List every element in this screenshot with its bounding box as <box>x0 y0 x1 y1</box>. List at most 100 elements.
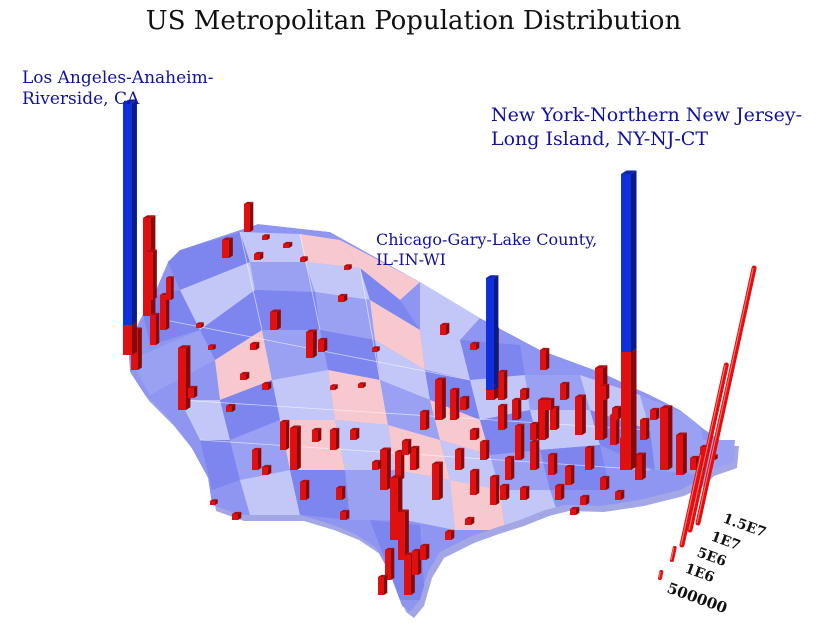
metro-bar <box>612 405 622 420</box>
metro-bar <box>432 461 443 500</box>
metro-bar <box>455 447 465 470</box>
state-region <box>130 330 215 395</box>
metro-bar <box>410 445 420 470</box>
metro-bar <box>440 322 450 335</box>
metro-bar <box>615 489 625 500</box>
metro-bar <box>283 241 293 248</box>
metro-bar <box>420 543 430 560</box>
metro-bar <box>470 468 480 495</box>
metro-bar <box>512 397 522 420</box>
metro-bar <box>545 397 555 410</box>
metro-bar <box>500 483 510 500</box>
metro-bar <box>398 509 409 560</box>
legend-bar <box>670 546 677 562</box>
metro-bar <box>470 427 480 440</box>
legend-bar <box>658 570 664 580</box>
metro-bar <box>338 293 348 302</box>
metro-bar <box>226 403 236 412</box>
metro-bar <box>290 425 301 470</box>
metro-bar <box>350 427 360 440</box>
label-chicago: Chicago-Gary-Lake County, IL-IN-WI <box>376 230 597 270</box>
metro-bar-los-angeles-base <box>123 321 137 355</box>
metro-bar <box>565 464 575 485</box>
state-region <box>320 330 380 380</box>
metro-bar <box>530 421 540 440</box>
metro-bar <box>250 341 260 350</box>
state-region <box>328 370 388 425</box>
state-region <box>180 262 255 330</box>
metro-bar <box>166 276 174 300</box>
state-region <box>255 290 320 330</box>
metro-bar <box>412 548 422 575</box>
metro-bar <box>344 264 352 270</box>
metro-bar <box>178 345 191 410</box>
metro-bar <box>402 438 412 455</box>
metro-bar <box>340 509 350 520</box>
state-region <box>340 240 420 300</box>
state-region <box>240 470 300 515</box>
metro-bar-los-angeles <box>123 99 137 325</box>
metro-bar <box>635 452 646 480</box>
metro-bar <box>420 409 430 430</box>
legend-bar <box>679 452 705 548</box>
metro-bar <box>560 381 570 400</box>
legend-bar <box>687 362 729 533</box>
metro-bar <box>490 474 500 505</box>
metro-bar <box>336 485 346 500</box>
metro-bar <box>515 423 525 460</box>
metro-bar <box>640 417 650 440</box>
metro-bar <box>378 574 388 595</box>
state-region <box>315 292 375 340</box>
metro-bar <box>330 427 340 450</box>
metro-bar <box>318 337 328 352</box>
state-region <box>420 282 480 340</box>
label-line: Long Island, NY-NJ-CT <box>491 127 709 150</box>
label-line: New York-Northern New Jersey- <box>491 104 803 126</box>
metro-bar <box>262 381 272 390</box>
state-region <box>240 232 305 262</box>
metro-bar <box>570 506 580 515</box>
metro-bar <box>372 346 380 352</box>
metro-bar <box>580 494 590 505</box>
metro-bar <box>585 445 595 470</box>
metro-bar <box>222 237 233 258</box>
metro-bar <box>330 384 338 390</box>
metro-bar-chicago <box>486 275 499 390</box>
metro-bar <box>595 365 608 440</box>
label-new-york: New York-Northern New Jersey- Long Islan… <box>491 104 802 152</box>
metro-bar <box>676 432 687 475</box>
metro-bar <box>146 249 157 300</box>
metro-bar <box>262 234 270 240</box>
metro-bar <box>262 464 272 475</box>
metro-bar <box>660 405 673 470</box>
metro-bar <box>600 383 610 400</box>
state-region <box>480 410 540 455</box>
metro-bar <box>498 403 508 430</box>
state-region <box>370 300 425 370</box>
metro-bars <box>123 99 718 595</box>
metro-bar <box>196 322 204 328</box>
metro-bar <box>306 329 317 358</box>
metro-bar <box>208 344 216 350</box>
metro-bar <box>385 547 395 580</box>
label-los-angeles: Los Angeles-Anaheim- Riverside, CA <box>22 68 213 111</box>
metro-bar <box>380 447 391 490</box>
legend-bar <box>695 265 757 526</box>
metro-bar <box>395 449 405 480</box>
metro-bar <box>280 419 290 450</box>
metro-bar <box>470 341 480 350</box>
label-line: Riverside, CA <box>22 89 140 110</box>
state-region <box>272 370 335 420</box>
metro-bar <box>548 452 558 475</box>
states-layer <box>128 224 735 612</box>
metro-bar <box>270 309 281 330</box>
metro-bar <box>498 369 508 400</box>
state-borders <box>164 231 651 471</box>
metro-bar <box>460 395 470 410</box>
metro-bar <box>300 479 310 500</box>
metro-bar <box>300 256 308 262</box>
metro-bar <box>505 455 515 480</box>
state-region <box>250 262 315 292</box>
state-region <box>360 268 420 330</box>
